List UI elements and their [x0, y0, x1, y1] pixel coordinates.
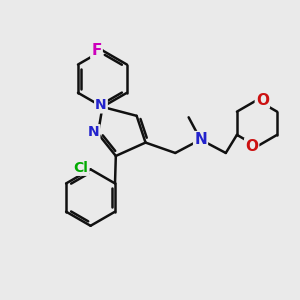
Text: O: O: [256, 93, 269, 108]
Text: O: O: [245, 139, 258, 154]
Text: N: N: [95, 98, 107, 112]
Text: N: N: [88, 125, 99, 139]
Text: N: N: [194, 132, 207, 147]
Text: Cl: Cl: [74, 161, 88, 175]
Text: F: F: [91, 43, 102, 58]
